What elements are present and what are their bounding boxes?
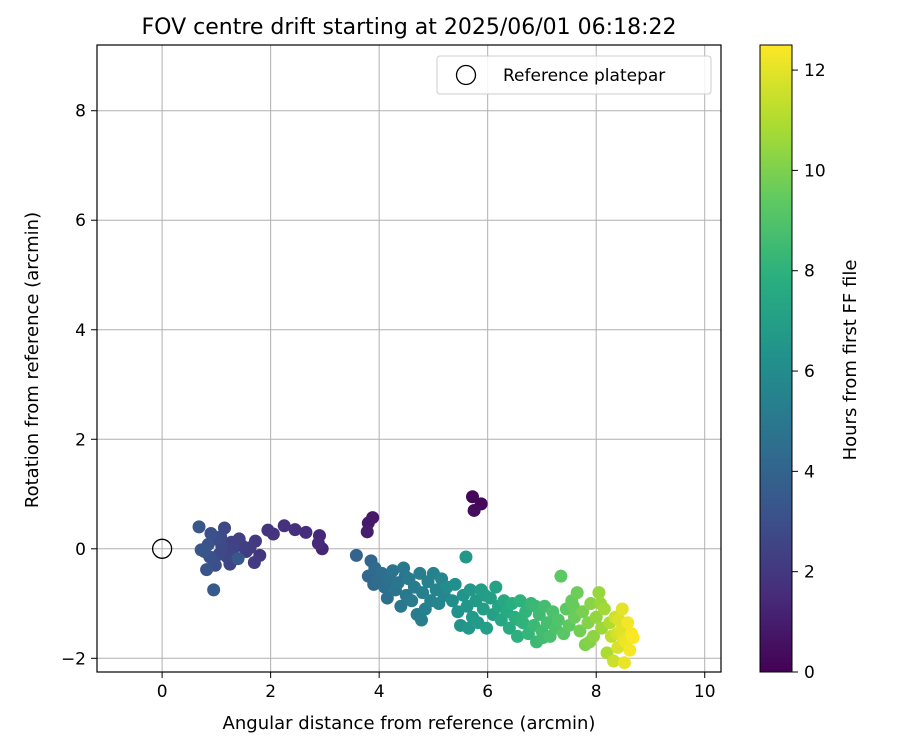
y-tick-label: 6	[75, 211, 86, 231]
data-point	[615, 602, 629, 616]
data-point	[448, 577, 462, 591]
colorbar-tick-label: 8	[804, 262, 815, 282]
data-point	[576, 605, 590, 619]
data-point	[467, 503, 481, 517]
data-point	[394, 599, 408, 613]
y-tick-label: 2	[75, 430, 86, 450]
data-point	[386, 564, 400, 578]
y-tick-label: 4	[75, 321, 86, 341]
y-tick-label: 8	[75, 102, 86, 122]
data-points	[192, 490, 640, 670]
data-point	[277, 519, 291, 533]
data-point	[513, 594, 527, 608]
data-point	[621, 616, 635, 630]
data-point	[551, 613, 565, 627]
data-point	[570, 586, 584, 600]
data-point	[413, 566, 427, 580]
y-axis-ticks: −2 0 2 4 6 8	[61, 102, 97, 669]
colorbar-tick-label: 2	[804, 563, 815, 583]
colorbar-label: Hours from first FF file	[840, 260, 861, 461]
data-point	[480, 621, 494, 635]
data-point	[192, 520, 206, 534]
data-point	[204, 526, 218, 540]
colorbar-tick-label: 12	[804, 61, 826, 81]
data-point	[483, 591, 497, 605]
data-point	[617, 656, 631, 670]
data-point	[607, 654, 621, 668]
plot-frame	[96, 44, 722, 673]
data-point	[463, 583, 477, 597]
data-point	[391, 576, 405, 590]
legend-entry: Reference platepar	[503, 66, 665, 86]
colorbar-gradient	[759, 44, 793, 673]
x-tick-label: 4	[374, 682, 385, 702]
x-tick-label: 8	[591, 682, 602, 702]
y-tick-label: 0	[75, 540, 86, 560]
data-point	[586, 629, 600, 643]
colorbar-tick-label: 0	[804, 663, 815, 683]
data-point	[288, 523, 302, 537]
data-point	[416, 586, 430, 600]
colorbar-ticks: 0 2 4 6 8 10 12	[792, 61, 826, 683]
data-point	[584, 597, 598, 611]
data-point	[554, 569, 568, 583]
data-point	[573, 624, 587, 638]
x-tick-label: 0	[157, 682, 168, 702]
colorbar: 0 2 4 6 8 10 12 Hours from first FF file	[759, 44, 861, 683]
y-tick-label: −2	[61, 649, 86, 669]
data-point	[397, 561, 411, 575]
data-point	[380, 591, 394, 605]
legend: Reference platepar	[436, 55, 712, 95]
colorbar-tick-label: 6	[804, 362, 815, 382]
data-point	[299, 525, 313, 539]
data-point	[589, 610, 603, 624]
data-point	[349, 548, 363, 562]
data-point	[626, 631, 640, 645]
chart-title: FOV centre drift starting at 2025/06/01 …	[142, 15, 677, 40]
data-point	[414, 613, 428, 627]
data-point	[231, 552, 245, 566]
data-point	[465, 490, 479, 504]
data-point	[207, 583, 221, 597]
data-point	[592, 586, 606, 600]
x-axis-label: Angular distance from reference (arcmin)	[223, 713, 596, 734]
x-axis-ticks: 0 2 4 6 8 10	[157, 672, 716, 702]
x-tick-label: 10	[694, 682, 716, 702]
reference-platepar-marker	[151, 538, 173, 559]
data-point	[261, 523, 275, 537]
data-point	[511, 629, 525, 643]
data-point	[311, 536, 325, 550]
data-point	[516, 616, 530, 630]
x-tick-label: 6	[482, 682, 493, 702]
legend-box	[436, 55, 712, 95]
grid-lines	[97, 45, 721, 672]
data-point	[476, 602, 490, 616]
data-point	[489, 580, 503, 594]
x-tick-label: 2	[265, 682, 276, 702]
data-point	[459, 550, 473, 564]
data-point	[597, 602, 611, 616]
legend-marker-open-circle	[455, 64, 477, 86]
data-point	[502, 621, 516, 635]
data-point	[194, 543, 208, 557]
data-point	[200, 563, 214, 577]
colorbar-tick-label: 10	[804, 161, 826, 181]
data-point	[247, 555, 261, 569]
colorbar-tick-label: 4	[804, 462, 815, 482]
data-point	[445, 594, 459, 608]
y-axis-label: Rotation from reference (arcmin)	[22, 212, 43, 508]
data-point	[360, 525, 374, 539]
data-point	[405, 594, 419, 608]
reference-marker	[151, 538, 173, 559]
data-point	[623, 643, 637, 657]
